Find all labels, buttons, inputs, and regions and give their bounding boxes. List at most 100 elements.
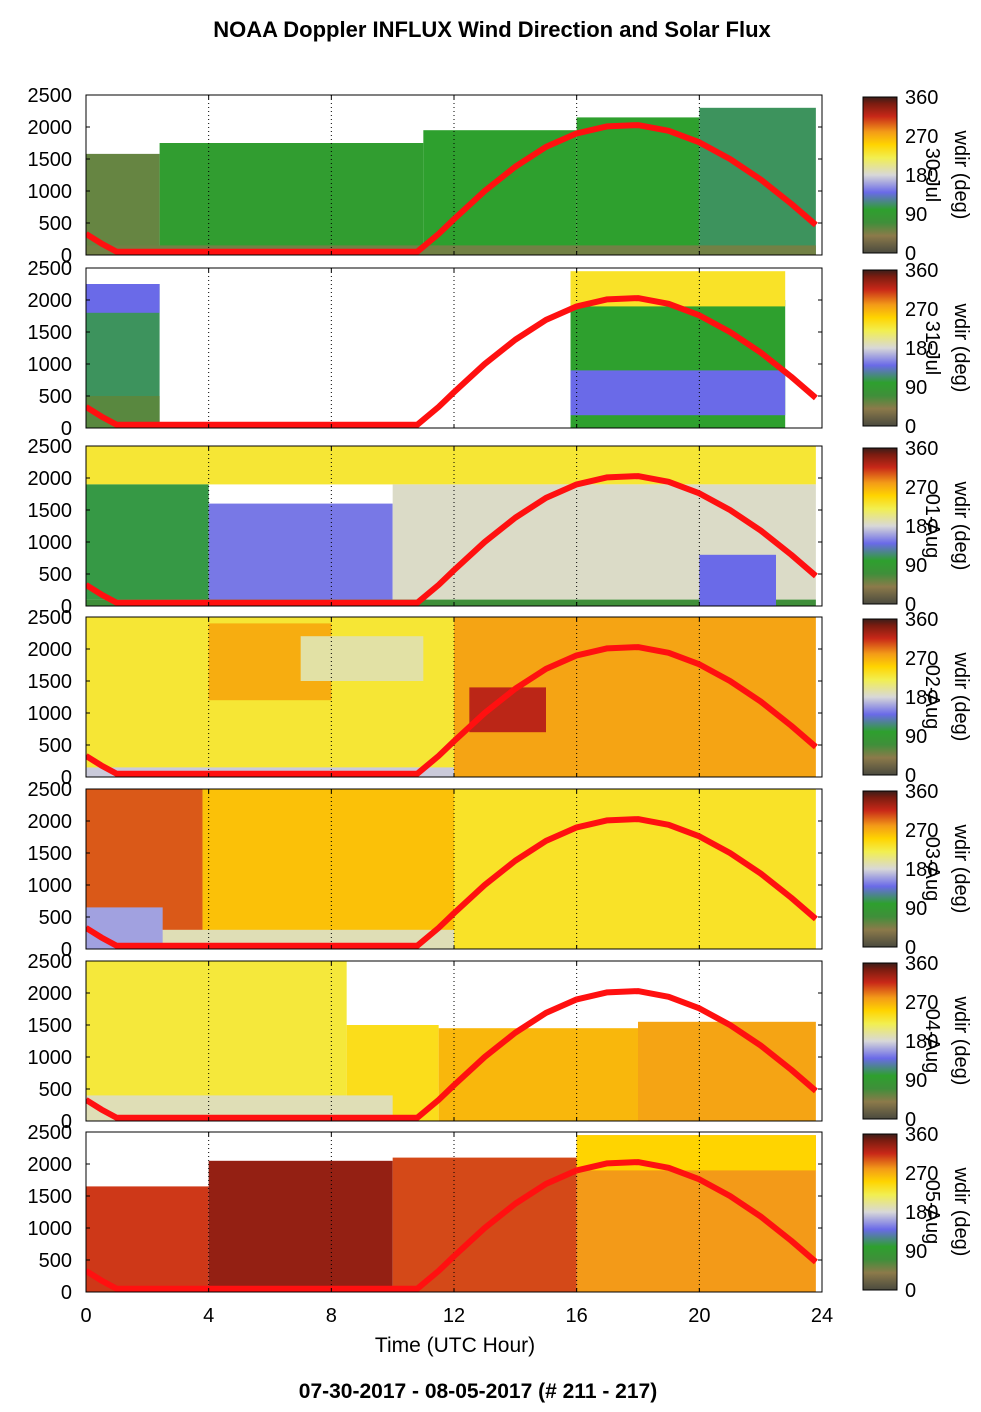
heatmap-cell — [300, 636, 424, 681]
panel-05-Aug: 0 500 1000 1500 2000 2500 0 90 180 270 360 wdir (de… — [28, 1122, 973, 1304]
chart-title: NOAA Doppler INFLUX Wind Direction and S… — [213, 17, 771, 42]
colorbar-tick-label: 360 — [905, 781, 938, 803]
y-tick-label: 500 — [39, 386, 72, 408]
colorbar-tick-label: 90 — [905, 204, 927, 226]
colorbar-tick-label: 360 — [905, 438, 938, 460]
colorbar-tick-label: 0 — [905, 1109, 916, 1131]
heatmap-cells — [86, 1135, 816, 1292]
x-tick-label: 12 — [443, 1305, 465, 1327]
colorbar-tick-label: 360 — [905, 1124, 938, 1146]
panel-date-label: 03-Aug — [921, 837, 943, 902]
y-tick-label: 2000 — [28, 639, 73, 661]
panel-date-label: 01-Aug — [921, 494, 943, 559]
heatmap-cell — [86, 1186, 209, 1292]
heatmap-cell — [699, 554, 776, 606]
colorbar-tick-label: 0 — [905, 765, 916, 787]
heatmap-cells — [86, 107, 816, 255]
heatmap-cell — [438, 1028, 638, 1121]
x-axis-label: Time (UTC Hour) — [375, 1334, 535, 1357]
y-tick-label: 1000 — [28, 875, 73, 897]
y-tick-label: 0 — [61, 596, 72, 618]
y-tick-label: 500 — [39, 907, 72, 929]
heatmap-cell — [159, 143, 424, 255]
heatmap-cell — [86, 484, 209, 600]
colorbar-tick-label: 180 — [905, 516, 938, 538]
heatmap-cell — [86, 284, 160, 313]
y-tick-label: 1000 — [28, 181, 73, 203]
x-tick-label: 8 — [326, 1305, 337, 1327]
heatmap-cell — [86, 245, 816, 255]
colorbar-label: wdir (deg) — [950, 824, 972, 914]
y-tick-label: 2500 — [28, 258, 73, 280]
heatmap-cell — [86, 446, 816, 485]
colorbar-tick-label: 90 — [905, 377, 927, 399]
colorbar-tick-label: 180 — [905, 1202, 938, 1224]
heatmap-cell — [86, 599, 816, 606]
colorbar-tick-label: 180 — [905, 687, 938, 709]
y-tick-label: 1500 — [28, 1186, 73, 1208]
colorbar-tick-label: 360 — [905, 609, 938, 631]
colorbar: 0 90 180 270 360 wdir (deg) 03-Aug — [862, 781, 972, 959]
y-tick-label: 0 — [61, 1111, 72, 1133]
colorbar-tick-label: 270 — [905, 1163, 938, 1185]
colorbar-tick-label: 270 — [905, 820, 938, 842]
colorbar-tick-label: 0 — [905, 416, 916, 438]
solar-flux-line — [86, 122, 818, 255]
panel-30-Jul: 0 500 1000 1500 2000 2500 0 90 180 270 360 wdir (de… — [28, 85, 973, 267]
heatmap-cell — [202, 789, 454, 949]
colorbar-gradient — [862, 618, 898, 776]
colorbar-label: wdir (deg) — [950, 303, 972, 393]
y-tick-label: 1500 — [28, 322, 73, 344]
colorbar-tick-label: 180 — [905, 338, 938, 360]
solar-flux-line — [86, 644, 818, 777]
y-tick-label: 2500 — [28, 779, 73, 801]
panel-01-Aug: 0 500 1000 1500 2000 2500 0 90 180 270 360 wdir (de… — [28, 436, 973, 618]
y-tick-label: 2000 — [28, 290, 73, 312]
colorbar-gradient — [862, 962, 898, 1120]
colorbar-label: wdir (deg) — [950, 652, 972, 742]
y-tick-label: 2000 — [28, 811, 73, 833]
heatmap-cell — [699, 107, 816, 255]
panel-date-label: 02-Aug — [921, 665, 943, 730]
panel-date-label: 30-Jul — [921, 148, 943, 202]
x-tick-label: 20 — [688, 1305, 710, 1327]
colorbar-gradient — [862, 447, 898, 605]
colorbar-tick-label: 180 — [905, 859, 938, 881]
colorbar-tick-label: 0 — [905, 937, 916, 959]
colorbar-label: wdir (deg) — [950, 996, 972, 1086]
colorbar-tick-label: 90 — [905, 1070, 927, 1092]
y-tick-label: 500 — [39, 1079, 72, 1101]
y-tick-label: 1000 — [28, 354, 73, 376]
y-tick-label: 0 — [61, 1282, 72, 1304]
y-tick-label: 500 — [39, 1250, 72, 1272]
x-tick-label: 16 — [566, 1305, 588, 1327]
colorbar-label: wdir (deg) — [950, 481, 972, 571]
heatmap-cell — [208, 503, 393, 600]
y-tick-label: 2500 — [28, 436, 73, 458]
colorbar: 0 90 180 270 360 wdir (deg) 01-Aug — [862, 438, 972, 616]
panel-03-Aug: 0 500 1000 1500 2000 2500 0 90 180 270 360 wdir (de… — [28, 779, 973, 961]
solar-flux-line — [86, 295, 818, 428]
heatmap-cell — [423, 130, 577, 255]
colorbar-tick-label: 180 — [905, 1031, 938, 1053]
y-tick-label: 1000 — [28, 532, 73, 554]
y-tick-label: 1500 — [28, 1015, 73, 1037]
colorbar-tick-label: 360 — [905, 87, 938, 109]
heatmap-cell — [86, 907, 163, 949]
y-tick-label: 2000 — [28, 468, 73, 490]
y-tick-label: 1000 — [28, 1047, 73, 1069]
colorbar-label: wdir (deg) — [950, 1167, 972, 1257]
colorbar-gradient — [862, 269, 898, 427]
y-tick-label: 1500 — [28, 149, 73, 171]
y-tick-label: 1000 — [28, 703, 73, 725]
colorbar-label: wdir (deg) — [950, 130, 972, 220]
y-tick-label: 1000 — [28, 1218, 73, 1240]
colorbar-tick-label: 270 — [905, 477, 938, 499]
heatmap-cells — [86, 961, 816, 1121]
y-tick-label: 0 — [61, 245, 72, 267]
y-tick-label: 500 — [39, 213, 72, 235]
colorbar: 0 90 180 270 360 wdir (deg) 02-Aug — [862, 609, 972, 787]
colorbar-tick-label: 0 — [905, 1280, 916, 1302]
x-tick-label: 24 — [811, 1305, 833, 1327]
heatmap-cell — [576, 117, 700, 255]
